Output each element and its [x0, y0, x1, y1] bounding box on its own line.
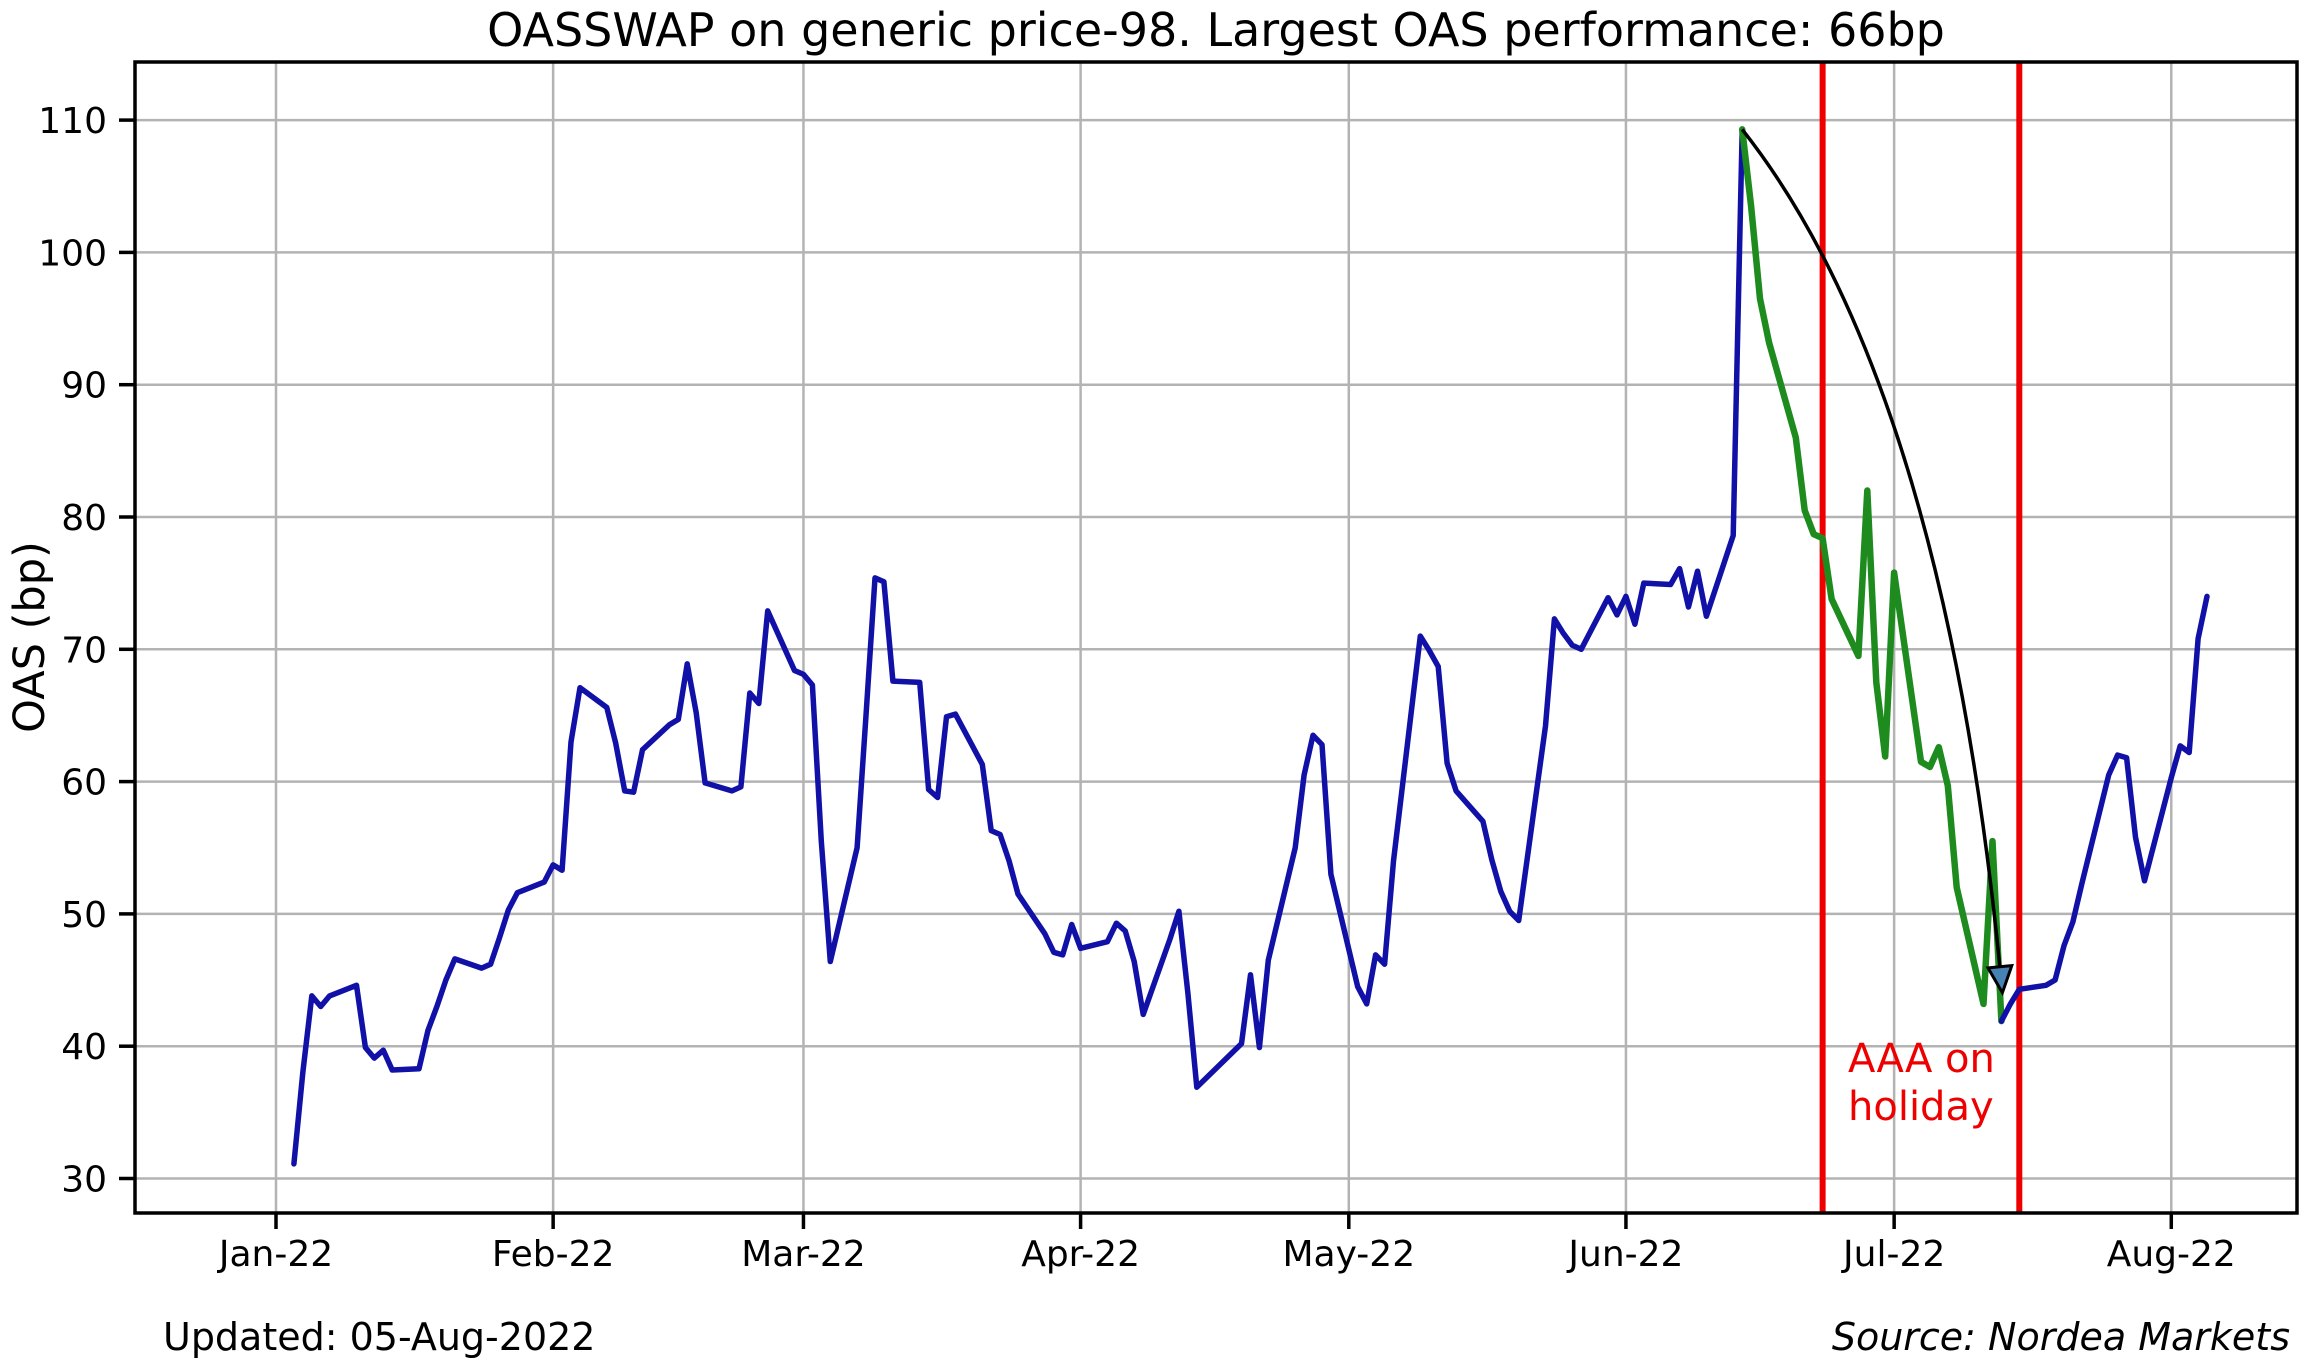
data-series: [291, 126, 2210, 1167]
y-tick-label-80: 80: [61, 498, 107, 539]
gridlines: [135, 62, 2297, 1213]
y-tick-label-60: 60: [61, 763, 107, 804]
axis-ticks: 30 40 50 60 70 80 90 100 110 Jan-22 Feb-22 Mar-22 Ap…: [38, 101, 2236, 1275]
series-green-holiday: [1738, 126, 2005, 1025]
y-axis-label: OAS (bp): [5, 541, 55, 733]
y-tick-label-40: 40: [61, 1027, 107, 1068]
arrow-head-icon: [1985, 963, 2014, 997]
plot-frame: [133, 60, 2299, 1215]
x-tick-label-Feb-22: Feb-22: [492, 1234, 615, 1275]
y-tick-label-50: 50: [61, 895, 107, 936]
chart-title: OASSWAP on generic price-98. Largest OAS…: [487, 3, 1945, 57]
annotation-aaa-line2: holiday: [1848, 1084, 1994, 1130]
y-tick-label-110: 110: [38, 101, 107, 142]
x-tick-label-Jun-22: Jun-22: [1566, 1234, 1683, 1275]
arrow-curve: [1740, 128, 2004, 983]
x-tick-label-Jan-22: Jan-22: [217, 1234, 333, 1275]
plot-border: [133, 60, 2299, 1215]
source-label: Source: Nordea Markets: [1832, 1315, 2290, 1359]
y-tick-label-30: 30: [61, 1160, 107, 1201]
series-blue-post: [1998, 593, 2210, 1024]
x-tick-label-Apr-22: Apr-22: [1021, 1234, 1140, 1275]
x-tick-label-Jul-22: Jul-22: [1841, 1234, 1945, 1275]
y-tick-label-100: 100: [38, 233, 107, 274]
updated-label: Updated: 05-Aug-2022: [163, 1315, 595, 1359]
annotation-aaa-line1: AAA on: [1848, 1036, 1995, 1082]
y-tick-label-90: 90: [61, 366, 107, 407]
series-blue-pre: [291, 126, 1745, 1167]
x-tick-label-May-22: May-22: [1283, 1234, 1416, 1275]
x-tick-label-Aug-22: Aug-22: [2107, 1234, 2236, 1275]
y-tick-label-70: 70: [61, 630, 107, 671]
performance-arrow: [1740, 128, 2014, 997]
x-tick-label-Mar-22: Mar-22: [741, 1234, 865, 1275]
